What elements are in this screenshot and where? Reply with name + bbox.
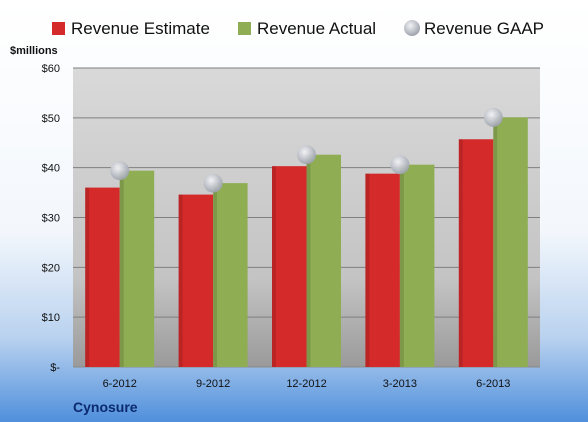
gaap-marker <box>297 145 316 165</box>
bar-revenue-estimate <box>85 187 120 367</box>
legend-label-revenue-estimate: Revenue Estimate <box>71 19 210 38</box>
bar-revenue-actual <box>493 117 528 368</box>
bar-revenue-estimate <box>178 194 214 367</box>
bar-revenue-estimate <box>365 173 400 367</box>
bar-shade <box>399 164 404 367</box>
bar-shade <box>458 139 463 367</box>
legend: Revenue Estimate Revenue Actual Revenue GA… <box>52 19 544 38</box>
company-name: Cynosure <box>73 399 138 415</box>
bar-revenue-estimate <box>458 139 494 367</box>
gaap-marker <box>390 155 410 175</box>
bar-shade <box>119 170 124 367</box>
bar-revenue-actual <box>306 154 341 367</box>
gaap-marker <box>110 161 130 181</box>
bar-shade <box>272 166 276 367</box>
gaap-marker <box>203 173 223 193</box>
legend-swatch-revenue-gaap <box>404 20 420 36</box>
bar-shade <box>365 173 370 367</box>
x-tick-label: 9-2012 <box>196 378 230 390</box>
bar-revenue-actual <box>213 183 248 367</box>
bars <box>85 117 528 368</box>
bar-shade <box>213 183 218 367</box>
gaap-marker <box>483 107 503 127</box>
bar-revenue-actual <box>399 164 435 367</box>
y-tick-label: $40 <box>42 163 60 175</box>
bar-shade <box>178 194 183 367</box>
x-tick-label: 6-2013 <box>476 378 510 390</box>
legend-label-revenue-gaap: Revenue GAAP <box>424 19 544 38</box>
legend-label-revenue-actual: Revenue Actual <box>257 19 376 38</box>
bar-revenue-estimate <box>272 166 307 367</box>
y-tick-label: $60 <box>42 63 60 75</box>
x-tick-label: 6-2012 <box>103 378 137 390</box>
x-tick-label: 3-2013 <box>383 378 417 390</box>
bar-shade <box>85 187 90 367</box>
x-tick-label: 12-2012 <box>286 378 326 390</box>
bar-shade <box>493 117 498 368</box>
legend-swatch-revenue-actual <box>238 22 251 35</box>
x-tick-labels: 6-2012 9-2012 12-2012 3-2013 6-2013 <box>103 378 511 390</box>
y-tick-label: $- <box>50 362 60 374</box>
gaap-markers <box>110 107 503 193</box>
bar-shade <box>306 154 311 367</box>
legend-swatch-revenue-estimate <box>52 22 65 35</box>
y-tick-label: $50 <box>42 113 60 125</box>
y-tick-labels: $- $10 $20 $30 $40 $50 $60 <box>42 63 61 374</box>
y-tick-label: $10 <box>42 312 60 324</box>
bar-revenue-actual <box>119 170 155 367</box>
y-axis-label: $millions <box>10 45 58 57</box>
y-tick-label: $20 <box>42 262 60 274</box>
y-tick-label: $30 <box>42 213 60 225</box>
